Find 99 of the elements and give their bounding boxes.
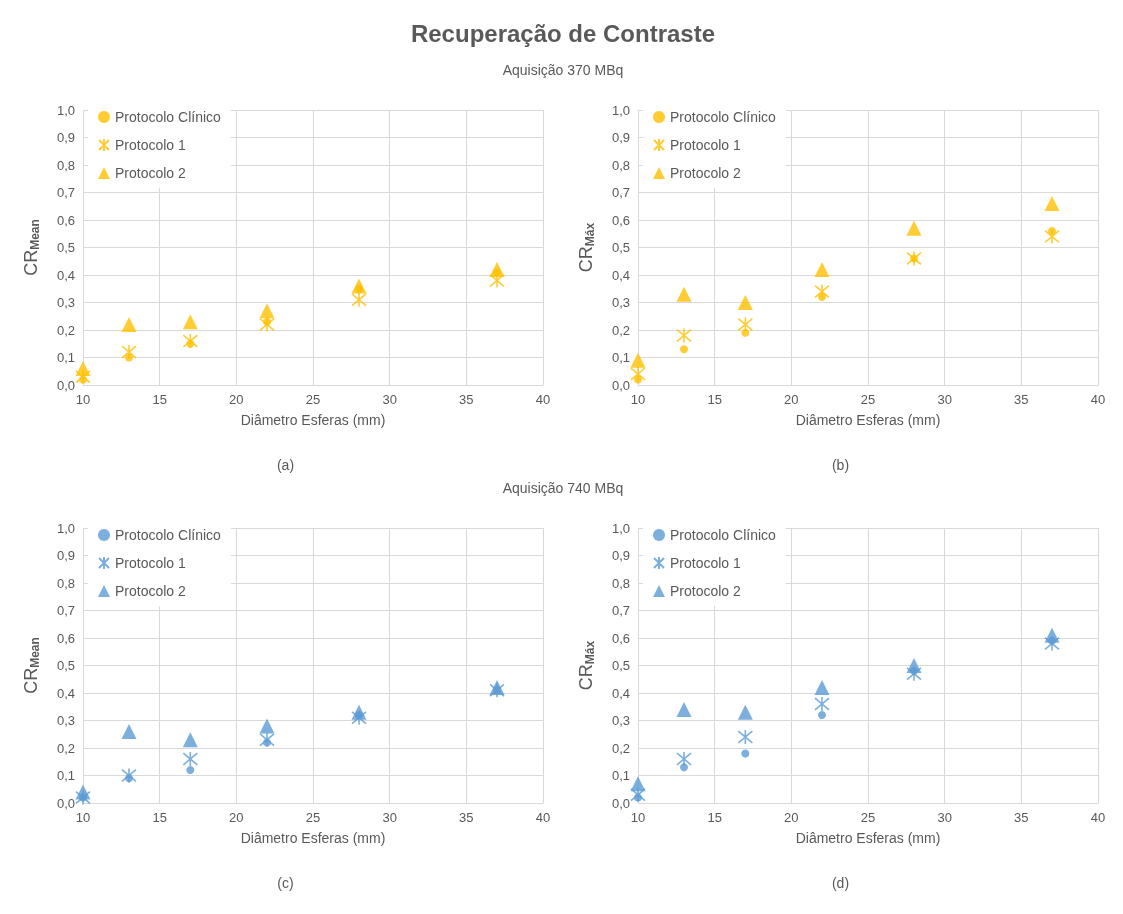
x-tick-label: 35 bbox=[1014, 810, 1029, 825]
y-tick-label: 0,9 bbox=[611, 548, 630, 563]
x-tick-label: 25 bbox=[305, 810, 321, 825]
x-tick-label: 30 bbox=[382, 392, 397, 407]
x-tick-label: 20 bbox=[784, 392, 799, 407]
x-tick-label: 40 bbox=[1090, 810, 1106, 825]
x-tick-label: 10 bbox=[630, 392, 646, 407]
x-tick-label: 15 bbox=[152, 810, 167, 825]
x-tick-label: 30 bbox=[937, 392, 952, 407]
y-tick-label: 0,3 bbox=[56, 713, 75, 728]
legend-label: Protocolo Clínico bbox=[670, 109, 777, 125]
legend-label: Protocolo 1 bbox=[670, 555, 742, 571]
y-tick-label: 0,0 bbox=[56, 795, 75, 811]
x-axis-title: Diâmetro Esferas (mm) bbox=[795, 830, 941, 846]
x-tick-label: 40 bbox=[535, 810, 551, 825]
y-tick-label: 0,4 bbox=[611, 267, 630, 283]
chart-subtitle: Aquisição 370 MBq bbox=[501, 62, 625, 80]
y-tick-label: 0,5 bbox=[611, 658, 630, 673]
y-tick-label: 0,4 bbox=[56, 267, 75, 283]
y-tick-label: 0,3 bbox=[611, 713, 630, 728]
x-tick-label: 35 bbox=[459, 810, 474, 825]
y-tick-label: 0,2 bbox=[56, 322, 75, 338]
y-tick-label: 0,0 bbox=[611, 795, 630, 811]
y-tick-label: 0,7 bbox=[611, 603, 630, 618]
y-tick-label: 0,7 bbox=[56, 603, 75, 618]
text: (d) bbox=[831, 875, 850, 891]
y-tick-label: 0,1 bbox=[56, 768, 75, 783]
y-tick-label: 0,5 bbox=[611, 240, 630, 255]
y-tick-label: 0,8 bbox=[611, 575, 630, 591]
x-tick-label: 30 bbox=[382, 810, 397, 825]
y-tick-label: 1,0 bbox=[56, 102, 75, 118]
chart-subtitle: Aquisição 740 MBq bbox=[501, 480, 625, 498]
y-axis-title: CRMáx bbox=[576, 640, 597, 691]
x-tick-label: 25 bbox=[860, 392, 876, 407]
legend-label: Protocolo 2 bbox=[115, 165, 187, 181]
y-tick-label: 0,6 bbox=[611, 630, 630, 646]
x-tick-label: 10 bbox=[630, 810, 646, 825]
y-tick-label: 0,5 bbox=[56, 240, 75, 255]
y-tick-label: 0,1 bbox=[611, 768, 630, 783]
y-tick-label: 0,9 bbox=[56, 548, 75, 563]
y-tick-label: 0,9 bbox=[611, 130, 630, 145]
legend-label: Protocolo Clínico bbox=[670, 527, 777, 543]
legend-label: Protocolo 2 bbox=[670, 583, 742, 599]
x-tick-label: 10 bbox=[75, 810, 91, 825]
x-axis-title: Diâmetro Esferas (mm) bbox=[240, 412, 386, 428]
y-tick-label: 0,2 bbox=[611, 740, 630, 756]
y-tick-label: 0,3 bbox=[56, 295, 75, 310]
x-tick-label: 15 bbox=[707, 810, 722, 825]
legend-label: Protocolo 1 bbox=[115, 555, 187, 571]
y-tick-label: 1,0 bbox=[56, 520, 75, 536]
legend-label: Protocolo 1 bbox=[670, 137, 742, 153]
x-tick-label: 20 bbox=[784, 810, 799, 825]
y-tick-label: 0,1 bbox=[56, 350, 75, 365]
x-tick-label: 25 bbox=[305, 392, 321, 407]
y-tick-label: 0,0 bbox=[56, 377, 75, 393]
y-tick-label: 0,6 bbox=[56, 630, 75, 646]
y-tick-label: 0,2 bbox=[56, 740, 75, 756]
x-tick-label: 15 bbox=[707, 392, 722, 407]
y-tick-label: 0,6 bbox=[56, 212, 75, 228]
x-axis-title: Diâmetro Esferas (mm) bbox=[240, 830, 386, 846]
y-axis-title: CRMean bbox=[21, 637, 42, 694]
x-tick-label: 15 bbox=[152, 392, 167, 407]
y-tick-label: 0,8 bbox=[611, 157, 630, 173]
legend-label: Protocolo 1 bbox=[115, 137, 187, 153]
x-axis-title: Diâmetro Esferas (mm) bbox=[795, 412, 941, 428]
x-tick-label: 35 bbox=[459, 392, 474, 407]
y-tick-label: 0,0 bbox=[611, 377, 630, 393]
y-tick-label: 0,8 bbox=[56, 157, 75, 173]
y-axis-title: CRMean bbox=[21, 219, 42, 276]
x-tick-label: 10 bbox=[75, 392, 91, 407]
text: (c) bbox=[277, 875, 294, 891]
y-tick-label: 1,0 bbox=[611, 520, 630, 536]
legend-label: Protocolo 2 bbox=[115, 583, 187, 599]
y-tick-label: 0,1 bbox=[611, 350, 630, 365]
y-tick-label: 0,3 bbox=[611, 295, 630, 310]
text: (b) bbox=[831, 457, 850, 473]
y-tick-label: 1,0 bbox=[611, 102, 630, 118]
y-axis-title: CRMáx bbox=[576, 222, 597, 273]
y-tick-label: 0,2 bbox=[611, 322, 630, 338]
legend-label: Protocolo Clínico bbox=[115, 109, 222, 125]
x-tick-label: 40 bbox=[535, 392, 551, 407]
y-tick-label: 0,7 bbox=[56, 185, 75, 200]
chart-title: Recuperação de Contraste bbox=[409, 19, 717, 49]
y-tick-label: 0,4 bbox=[56, 685, 75, 701]
y-tick-label: 0,9 bbox=[56, 130, 75, 145]
y-tick-label: 0,6 bbox=[611, 212, 630, 228]
x-tick-label: 35 bbox=[1014, 392, 1029, 407]
x-tick-label: 20 bbox=[229, 810, 244, 825]
x-tick-label: 25 bbox=[860, 810, 876, 825]
y-tick-label: 0,5 bbox=[56, 658, 75, 673]
legend-label: Protocolo 2 bbox=[670, 165, 742, 181]
x-tick-label: 20 bbox=[229, 392, 244, 407]
y-tick-label: 0,7 bbox=[611, 185, 630, 200]
y-tick-label: 0,4 bbox=[611, 685, 630, 701]
x-tick-label: 40 bbox=[1090, 392, 1106, 407]
text: (a) bbox=[276, 457, 295, 473]
legend-label: Protocolo Clínico bbox=[115, 527, 222, 543]
y-tick-label: 0,8 bbox=[56, 575, 75, 591]
x-tick-label: 30 bbox=[937, 810, 952, 825]
